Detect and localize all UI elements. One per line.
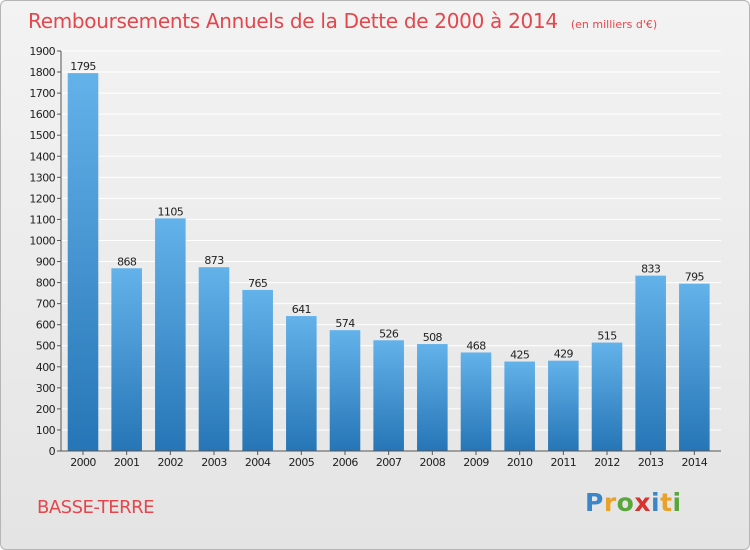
x-tick-label: 2001: [114, 456, 140, 469]
y-tick-label: 1900: [29, 45, 55, 58]
x-tick-label: 2004: [245, 456, 271, 469]
bar-value-label: 641: [292, 303, 311, 316]
chart-subtitle: (en milliers d'€): [570, 18, 658, 31]
y-tick-label: 300: [36, 382, 56, 395]
x-tick-label: 2002: [158, 456, 184, 469]
bar-value-label: 515: [597, 330, 617, 343]
logo-letter: x: [634, 488, 651, 517]
chart-title: Remboursements Annuels de la Dette de 20…: [28, 9, 558, 33]
logo-letter: P: [585, 488, 604, 517]
x-tick-label: 2008: [420, 456, 446, 469]
bar-value-label: 868: [117, 255, 137, 268]
bar: [373, 340, 404, 451]
y-tick-label: 1200: [29, 192, 55, 205]
bar-value-label: 429: [554, 348, 574, 361]
bar: [417, 344, 448, 451]
bar: [155, 218, 186, 451]
x-tick-label: 2006: [332, 456, 358, 469]
logo-letter: i: [672, 488, 682, 517]
bar: [548, 360, 579, 451]
x-tick-label: 2010: [507, 456, 533, 469]
x-tick-label: 2012: [594, 456, 620, 469]
x-tick-label: 2014: [682, 456, 708, 469]
y-tick-label: 1800: [29, 66, 55, 79]
bar-value-label: 795: [685, 271, 705, 284]
y-tick-label: 1500: [29, 129, 55, 142]
logo-letter: o: [616, 488, 635, 517]
y-tick-label: 900: [36, 256, 56, 269]
bar: [329, 330, 361, 451]
axes: [57, 50, 721, 455]
labels: 0 100 200 300 400 500 600 700 800 900 1000 1100 1200…: [29, 45, 708, 469]
y-tick-label: 1600: [29, 108, 55, 121]
bar-value-label: 873: [204, 254, 224, 267]
bar-value-label: 425: [510, 349, 530, 362]
bar-value-label: 508: [423, 331, 443, 344]
bar: [460, 352, 492, 451]
y-tick-label: 1400: [29, 150, 55, 163]
y-tick-label: 200: [36, 403, 56, 416]
bar-value-label: 833: [641, 263, 661, 276]
y-tick-label: 400: [36, 361, 56, 374]
logo-letter: i: [651, 488, 661, 517]
bar-value-label: 468: [466, 339, 486, 352]
x-tick-label: 2013: [638, 456, 664, 469]
x-tick-label: 2000: [70, 456, 96, 469]
y-tick-label: 600: [36, 319, 56, 332]
bar-value-label: 574: [335, 317, 355, 330]
chart-header: Remboursements Annuels de la Dette de 20…: [28, 9, 657, 33]
bar: [679, 283, 710, 451]
bar: [591, 342, 623, 451]
bar: [198, 267, 230, 451]
y-tick-label: 0: [49, 445, 56, 458]
y-tick-label: 1100: [29, 213, 55, 226]
proxiti-logo: Proxiti: [585, 488, 682, 517]
bar: [67, 73, 99, 452]
logo-letter: r: [603, 488, 617, 517]
bar: [111, 268, 142, 451]
x-tick-label: 2011: [551, 456, 577, 469]
bar: [504, 361, 535, 451]
bar-value-label: 1105: [158, 205, 184, 218]
commune-name: BASSE-TERRE: [37, 497, 154, 518]
y-tick-label: 100: [36, 424, 56, 437]
x-tick-label: 2005: [289, 456, 315, 469]
y-tick-label: 1300: [29, 171, 55, 184]
logo-letter: t: [660, 488, 673, 517]
y-tick-label: 1000: [29, 234, 55, 247]
bar-value-label: 1795: [70, 60, 96, 73]
y-tick-label: 1700: [29, 87, 55, 100]
bar-value-label: 526: [379, 327, 399, 340]
y-tick-label: 500: [36, 340, 56, 353]
bar-value-label: 765: [248, 277, 268, 290]
y-tick-label: 800: [36, 277, 56, 290]
x-tick-label: 2007: [376, 456, 402, 469]
x-tick-label: 2009: [463, 456, 489, 469]
bar: [242, 289, 273, 451]
x-tick-label: 2003: [201, 456, 227, 469]
bar: [286, 316, 317, 451]
bars: [67, 73, 710, 452]
bar: [635, 275, 666, 451]
y-tick-label: 700: [36, 298, 56, 311]
